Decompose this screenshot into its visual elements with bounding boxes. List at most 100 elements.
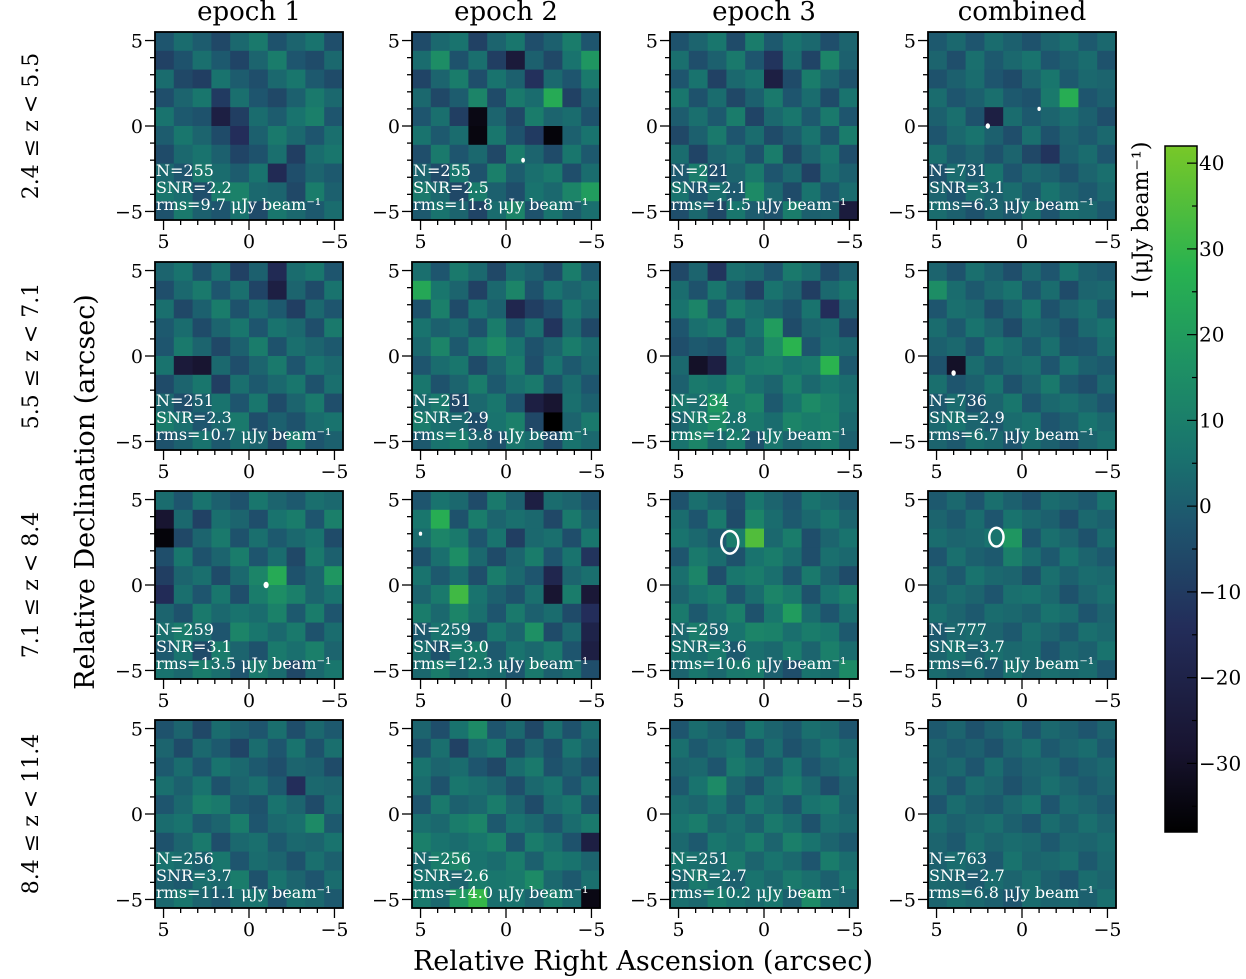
heatmap-cell bbox=[801, 144, 821, 165]
heatmap-cell bbox=[764, 776, 784, 796]
heatmap-cell bbox=[707, 547, 727, 567]
heatmap-cell bbox=[430, 163, 451, 183]
heatmap-cell bbox=[946, 641, 967, 661]
heatmap-cell bbox=[211, 393, 231, 413]
heatmap-cell bbox=[801, 795, 821, 815]
heatmap-cell bbox=[211, 795, 231, 815]
heatmap-cell bbox=[324, 547, 344, 567]
heatmap-cell bbox=[305, 566, 325, 586]
heatmap-cell bbox=[688, 69, 709, 89]
heatmap-cell bbox=[173, 851, 194, 871]
heatmap-cell bbox=[688, 547, 709, 567]
heatmap-cell bbox=[764, 318, 784, 338]
heatmap-cell bbox=[782, 144, 803, 165]
heatmap-cell bbox=[543, 851, 563, 871]
heatmap-cell bbox=[1059, 491, 1079, 511]
heatmap-cell bbox=[506, 126, 526, 146]
heatmap-cell bbox=[449, 547, 469, 567]
heatmap-cell bbox=[155, 318, 175, 338]
heatmap-cell bbox=[305, 318, 325, 338]
heatmap-cell bbox=[688, 126, 709, 146]
heatmap-cell bbox=[468, 163, 488, 183]
row-label: 2.4 ≤ z < 5.5 bbox=[19, 53, 44, 199]
heatmap-cell bbox=[581, 356, 601, 376]
heatmap-cell bbox=[820, 182, 840, 202]
heatmap-cell bbox=[1078, 107, 1098, 127]
row-labels: 2.4 ≤ z < 5.55.5 ≤ z < 7.17.1 ≤ z < 8.48… bbox=[19, 53, 44, 894]
heatmap-cell bbox=[820, 889, 840, 909]
heatmap-cell bbox=[267, 641, 288, 661]
heatmap-cell bbox=[412, 491, 432, 511]
heatmap-cell bbox=[1078, 88, 1098, 108]
heatmap-cell bbox=[928, 757, 948, 777]
y-tick-label: 0 bbox=[646, 116, 658, 138]
heatmap-cell bbox=[267, 851, 288, 871]
heatmap-cell bbox=[801, 107, 821, 127]
heatmap-cell bbox=[745, 280, 765, 301]
heatmap-cell bbox=[155, 870, 175, 890]
heatmap-cell bbox=[543, 69, 563, 89]
heatmap-cell bbox=[688, 776, 709, 796]
heatmap-cell bbox=[192, 412, 212, 432]
heatmap-cell bbox=[468, 566, 488, 586]
x-tick-label: −5 bbox=[577, 461, 605, 483]
heatmap-cell bbox=[1097, 431, 1117, 451]
heatmap-cell bbox=[506, 50, 526, 71]
heatmap-cell bbox=[562, 262, 582, 282]
y-tick-label: 0 bbox=[646, 804, 658, 826]
heatmap-cell bbox=[449, 356, 469, 376]
heatmap-cell bbox=[581, 337, 601, 357]
heatmap-cell bbox=[230, 126, 250, 146]
heatmap-cell bbox=[707, 163, 727, 183]
heatmap-cell bbox=[487, 144, 507, 165]
heatmap-cell bbox=[412, 641, 432, 661]
heatmap-cell bbox=[305, 182, 325, 202]
heatmap-cell bbox=[1078, 491, 1098, 511]
heatmap-cell bbox=[764, 566, 784, 586]
heatmap-cell bbox=[562, 374, 582, 395]
heatmap-cell bbox=[965, 163, 985, 183]
heatmap-cell bbox=[524, 870, 545, 890]
heatmap-cell bbox=[468, 374, 488, 395]
heatmap-cell bbox=[745, 585, 765, 605]
heatmap-cell bbox=[1003, 851, 1023, 871]
heatmap-cell bbox=[801, 585, 821, 605]
heatmap-cell bbox=[764, 431, 784, 451]
heatmap-cell bbox=[249, 720, 269, 740]
heatmap-cell bbox=[487, 491, 507, 511]
heatmap-cell bbox=[1097, 337, 1117, 357]
heatmap-cell bbox=[155, 814, 175, 834]
heatmap-cell bbox=[764, 757, 784, 777]
heatmap-cell bbox=[946, 88, 967, 108]
heatmap-cell bbox=[839, 280, 859, 301]
heatmap-cell bbox=[688, 50, 709, 71]
heatmap-cell bbox=[230, 622, 250, 642]
heatmap-cell bbox=[286, 32, 306, 52]
heatmap-cell bbox=[543, 182, 563, 202]
heatmap-cell bbox=[487, 337, 507, 357]
heatmap-cell bbox=[468, 814, 488, 834]
heatmap-cell bbox=[1059, 795, 1079, 815]
panel-snr-label: SNR=2.9 bbox=[413, 408, 489, 427]
heatmap-cell bbox=[1059, 622, 1079, 642]
heatmap-cell bbox=[745, 814, 765, 834]
heatmap-cell bbox=[1097, 585, 1117, 605]
heatmap-cell bbox=[1097, 299, 1117, 319]
heatmap-cell bbox=[1040, 641, 1061, 661]
heatmap-cell bbox=[267, 32, 288, 52]
heatmap-cell bbox=[581, 832, 601, 853]
heatmap-cell bbox=[946, 69, 967, 89]
heatmap-cell bbox=[1022, 547, 1042, 567]
heatmap-cell bbox=[524, 299, 545, 319]
heatmap-cell bbox=[267, 280, 288, 301]
heatmap-cell bbox=[430, 528, 451, 548]
heatmap-cell bbox=[782, 660, 803, 680]
heatmap-cell bbox=[173, 393, 194, 413]
heatmap-cell bbox=[726, 566, 746, 586]
heatmap-cell bbox=[1059, 832, 1079, 853]
heatmap-cell bbox=[839, 356, 859, 376]
heatmap-cell bbox=[449, 603, 469, 624]
heatmap-cell bbox=[211, 299, 231, 319]
